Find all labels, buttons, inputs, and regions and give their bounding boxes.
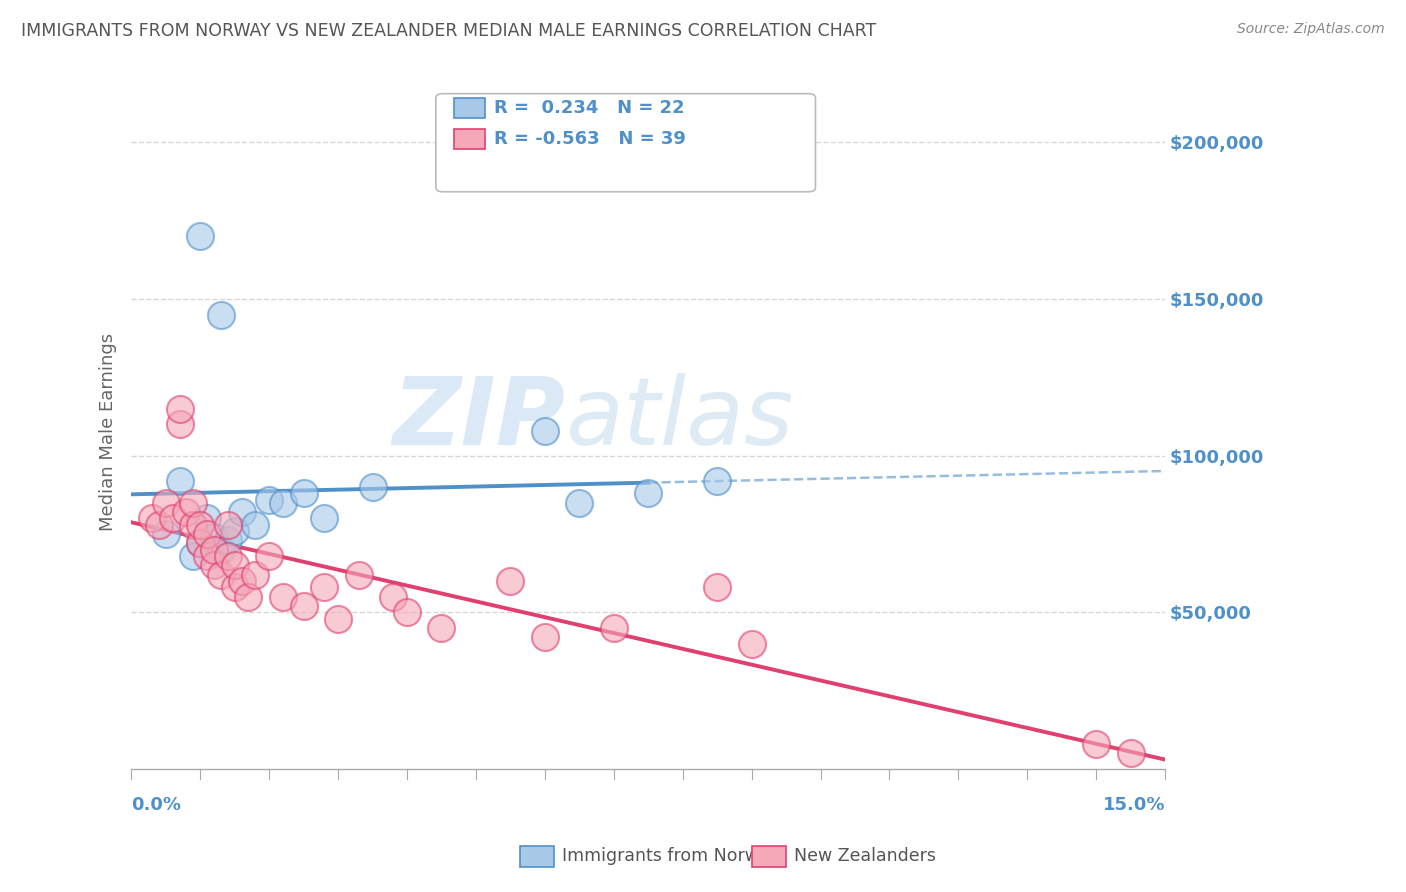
Point xyxy=(534,631,557,645)
Point xyxy=(195,527,218,541)
Point xyxy=(181,517,204,532)
Point xyxy=(395,606,418,620)
Point xyxy=(231,505,253,519)
Point xyxy=(209,567,232,582)
Point xyxy=(231,574,253,588)
Point xyxy=(169,401,191,416)
Point xyxy=(603,621,626,635)
Point xyxy=(202,558,225,573)
Point xyxy=(245,517,267,532)
Point xyxy=(224,558,246,573)
Point xyxy=(361,480,384,494)
Point xyxy=(1085,737,1108,751)
Point xyxy=(238,590,260,604)
Point xyxy=(148,517,170,532)
Text: New Zealanders: New Zealanders xyxy=(794,847,936,865)
Point xyxy=(169,474,191,488)
Point xyxy=(347,567,370,582)
Point xyxy=(382,590,405,604)
Text: IMMIGRANTS FROM NORWAY VS NEW ZEALANDER MEDIAN MALE EARNINGS CORRELATION CHART: IMMIGRANTS FROM NORWAY VS NEW ZEALANDER … xyxy=(21,22,876,40)
Text: ZIP: ZIP xyxy=(392,373,565,465)
Point xyxy=(176,505,198,519)
Text: 0.0%: 0.0% xyxy=(131,796,181,814)
Point xyxy=(217,533,239,548)
Point xyxy=(217,549,239,563)
Point xyxy=(155,496,177,510)
Point xyxy=(1119,747,1142,761)
Point xyxy=(155,527,177,541)
Point xyxy=(314,580,336,594)
Point xyxy=(188,517,211,532)
Point xyxy=(637,486,659,500)
Point xyxy=(741,637,763,651)
Point xyxy=(706,580,728,594)
Text: Immigrants from Norway: Immigrants from Norway xyxy=(562,847,780,865)
Text: R =  0.234   N = 22: R = 0.234 N = 22 xyxy=(494,99,685,117)
Point xyxy=(534,424,557,438)
Point xyxy=(209,542,232,557)
Point xyxy=(202,530,225,544)
Point xyxy=(257,549,280,563)
Point xyxy=(202,542,225,557)
Point xyxy=(314,511,336,525)
Point xyxy=(245,567,267,582)
Point xyxy=(292,599,315,614)
Point xyxy=(141,511,163,525)
Point xyxy=(224,524,246,538)
Text: atlas: atlas xyxy=(565,373,794,464)
Point xyxy=(326,612,349,626)
Point xyxy=(217,517,239,532)
Point xyxy=(271,496,294,510)
Point xyxy=(271,590,294,604)
Y-axis label: Median Male Earnings: Median Male Earnings xyxy=(100,333,117,532)
Point xyxy=(292,486,315,500)
Point xyxy=(499,574,522,588)
Point xyxy=(188,536,211,550)
Point xyxy=(188,536,211,550)
Point xyxy=(224,580,246,594)
Point xyxy=(181,496,204,510)
Point xyxy=(169,417,191,432)
Text: 15.0%: 15.0% xyxy=(1102,796,1166,814)
Point xyxy=(195,549,218,563)
Point xyxy=(209,308,232,322)
Text: Source: ZipAtlas.com: Source: ZipAtlas.com xyxy=(1237,22,1385,37)
Point xyxy=(568,496,591,510)
Point xyxy=(181,549,204,563)
Point xyxy=(430,621,453,635)
Point xyxy=(188,229,211,244)
Point xyxy=(706,474,728,488)
Text: R = -0.563   N = 39: R = -0.563 N = 39 xyxy=(494,130,685,148)
Point xyxy=(162,511,184,525)
Point xyxy=(257,492,280,507)
Point xyxy=(195,511,218,525)
